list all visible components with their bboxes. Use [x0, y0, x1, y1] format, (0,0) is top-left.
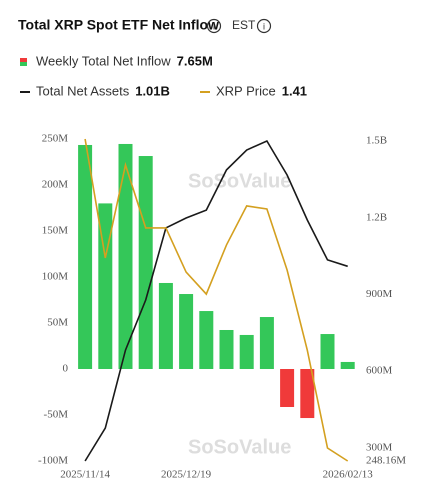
- legend-label: XRP Price: [216, 83, 276, 98]
- y2-tick-label: 248.16M: [366, 455, 406, 467]
- bar: [320, 334, 335, 369]
- y-tick-label: 100M: [42, 271, 69, 283]
- info-icon[interactable]: i: [206, 18, 222, 34]
- legend-label: Weekly Total Net Inflow: [36, 53, 171, 68]
- y2-tick-label: 900M: [366, 288, 393, 300]
- legend-swatch: [20, 58, 27, 62]
- x-tick-label: 2025/12/19: [161, 469, 212, 481]
- y-tick-label: 0: [63, 363, 69, 375]
- bar: [219, 329, 234, 369]
- bar: [300, 369, 315, 419]
- y2-tick-label: 600M: [366, 365, 393, 377]
- y-tick-label: 50M: [47, 317, 68, 329]
- svg-text:i: i: [213, 21, 215, 31]
- bar: [259, 317, 274, 369]
- x-tick-label: 2026/02/13: [323, 469, 374, 481]
- y2-tick-label: 1.2B: [366, 211, 387, 223]
- info-icon[interactable]: i: [256, 18, 272, 34]
- bar: [179, 294, 194, 369]
- chart-title: Total XRP Spot ETF Net Inflow: [18, 17, 219, 33]
- bar: [280, 369, 295, 407]
- legend-value: 7.65M: [177, 53, 213, 68]
- x-tick-label: 2025/11/14: [60, 469, 110, 481]
- legend-value: 1.01B: [135, 83, 170, 98]
- legend-swatch: [20, 62, 27, 66]
- line: [84, 138, 349, 462]
- y2-tick-label: 300M: [366, 441, 393, 453]
- y-tick-label: 200M: [42, 179, 69, 191]
- bar: [199, 311, 214, 369]
- bar: [138, 156, 153, 369]
- bar: [78, 144, 93, 369]
- timezone: EST: [232, 18, 256, 32]
- watermark: SoSoValue: [188, 436, 291, 458]
- watermark: SoSoValue: [188, 170, 291, 192]
- bar: [340, 361, 355, 369]
- y2-tick-label: 1.5B: [366, 135, 387, 147]
- line: [84, 139, 348, 462]
- bar: [239, 334, 254, 369]
- bar: [118, 143, 133, 369]
- y-tick-label: 150M: [42, 225, 69, 237]
- bar: [158, 282, 173, 369]
- legend-value: 1.41: [282, 83, 307, 98]
- y-tick-label: 250M: [42, 133, 69, 145]
- svg-text:i: i: [263, 21, 265, 31]
- y-tick-label: -50M: [44, 409, 69, 421]
- y-tick-label: -100M: [38, 455, 68, 467]
- legend-label: Total Net Assets: [36, 83, 130, 98]
